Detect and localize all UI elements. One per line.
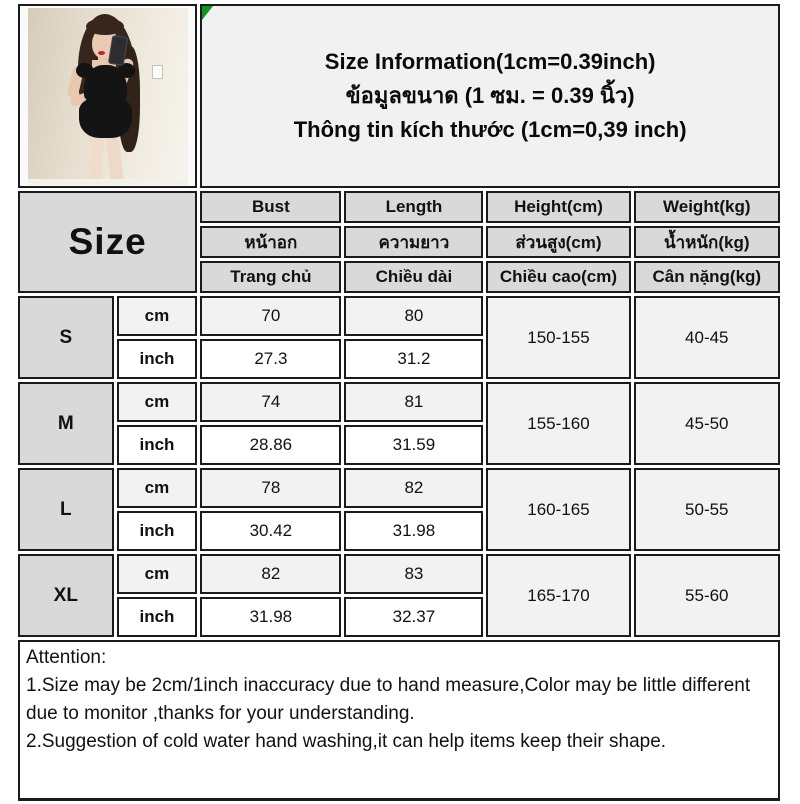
model-lips-shape — [97, 50, 105, 55]
table-row: M cm 74 81 155-160 45-50 — [18, 382, 780, 465]
attention-note-2: 2.Suggestion of cold water hand washing,… — [26, 731, 667, 752]
col-header-weight-en: Weight(kg) — [633, 191, 780, 223]
height-range-l: 160-165 — [486, 468, 631, 551]
size-corner-label: Size — [18, 191, 198, 293]
table-row: inch 30.42 31.98 — [18, 511, 780, 551]
size-label-xl: XL — [18, 554, 114, 637]
wall-switch-shape — [151, 64, 163, 79]
length-inch-s: 31.2 — [344, 339, 484, 379]
unit-cm-label: cm — [116, 382, 198, 422]
title-th: ข้อมูลขนาด (1 ซม. = 0.39 นิ้ว) — [345, 83, 635, 108]
col-header-length-th: ความยาว — [344, 226, 484, 258]
bust-inch-xl: 31.98 — [200, 597, 342, 637]
length-cm-m: 81 — [344, 382, 484, 422]
bust-inch-m: 28.86 — [200, 425, 342, 465]
col-header-weight-th: น้ำหนัก(kg) — [633, 226, 780, 258]
bust-cm-s: 70 — [200, 296, 342, 336]
unit-cm-label: cm — [116, 468, 198, 508]
unit-inch-label: inch — [116, 597, 198, 637]
title-vi: Thông tin kích thước (1cm=0,39 inch) — [293, 117, 687, 142]
col-header-length-vi: Chiều dài — [344, 261, 484, 293]
length-cm-s: 80 — [344, 296, 484, 336]
model-fringe-shape — [85, 17, 124, 35]
length-inch-m: 31.59 — [344, 425, 484, 465]
length-cm-xl: 83 — [344, 554, 484, 594]
unit-cm-label: cm — [116, 554, 198, 594]
unit-inch-label: inch — [116, 339, 198, 379]
col-header-weight-vi: Cân nặng(kg) — [633, 261, 780, 293]
size-label-s: S — [18, 296, 114, 379]
table-row: inch 27.3 31.2 — [18, 339, 780, 379]
size-table: Size Information(1cm=0.39inch) ข้อมูลขนา… — [15, 1, 783, 804]
floor-shape — [27, 178, 188, 185]
col-header-bust-en: Bust — [200, 191, 342, 223]
table-row: inch 31.98 32.37 — [18, 597, 780, 637]
table-row: S cm 70 80 150-155 40-45 — [18, 296, 780, 379]
model-leg-left-shape — [88, 131, 105, 185]
weight-range-xl: 55-60 — [633, 554, 780, 637]
length-inch-l: 31.98 — [344, 511, 484, 551]
unit-inch-label: inch — [116, 511, 198, 551]
bust-inch-s: 27.3 — [200, 339, 342, 379]
weight-range-l: 50-55 — [633, 468, 780, 551]
bust-cm-xl: 82 — [200, 554, 342, 594]
col-header-length-en: Length — [344, 191, 484, 223]
size-chart-sheet: Size Information(1cm=0.39inch) ข้อมูลขนา… — [15, 1, 783, 804]
product-photo-cell — [18, 4, 198, 188]
attention-heading: Attention: — [26, 647, 107, 668]
weight-range-m: 45-50 — [633, 382, 780, 465]
col-header-height-vi: Chiều cao(cm) — [486, 261, 631, 293]
product-photo — [27, 7, 188, 185]
col-header-bust-vi: Trang chủ — [200, 261, 342, 293]
size-label-m: M — [18, 382, 114, 465]
table-row: XL cm 82 83 165-170 55-60 — [18, 554, 780, 637]
table-row: L cm 78 82 160-165 50-55 — [18, 468, 780, 551]
table-row: inch 28.86 31.59 — [18, 425, 780, 465]
height-range-xl: 165-170 — [486, 554, 631, 637]
size-label-l: L — [18, 468, 114, 551]
unit-inch-label: inch — [116, 425, 198, 465]
green-corner-marker — [202, 6, 214, 20]
attention-notes: Attention: 1.Size may be 2cm/1inch inacc… — [18, 640, 780, 801]
col-header-bust-th: หน้าอก — [200, 226, 342, 258]
bust-inch-l: 30.42 — [200, 511, 342, 551]
length-cm-l: 82 — [344, 468, 484, 508]
title-cell: Size Information(1cm=0.39inch) ข้อมูลขนา… — [200, 4, 780, 188]
bust-cm-m: 74 — [200, 382, 342, 422]
col-header-height-en: Height(cm) — [486, 191, 631, 223]
height-range-s: 150-155 — [486, 296, 631, 379]
bust-cm-l: 78 — [200, 468, 342, 508]
length-inch-xl: 32.37 — [344, 597, 484, 637]
weight-range-s: 40-45 — [633, 296, 780, 379]
dress-skirt-shape — [78, 95, 132, 138]
unit-cm-label: cm — [116, 296, 198, 336]
col-header-height-th: ส่วนสูง(cm) — [486, 226, 631, 258]
attention-note-1: 1.Size may be 2cm/1inch inaccuracy due t… — [26, 675, 751, 724]
title-en: Size Information(1cm=0.39inch) — [324, 49, 656, 74]
height-range-m: 155-160 — [486, 382, 631, 465]
